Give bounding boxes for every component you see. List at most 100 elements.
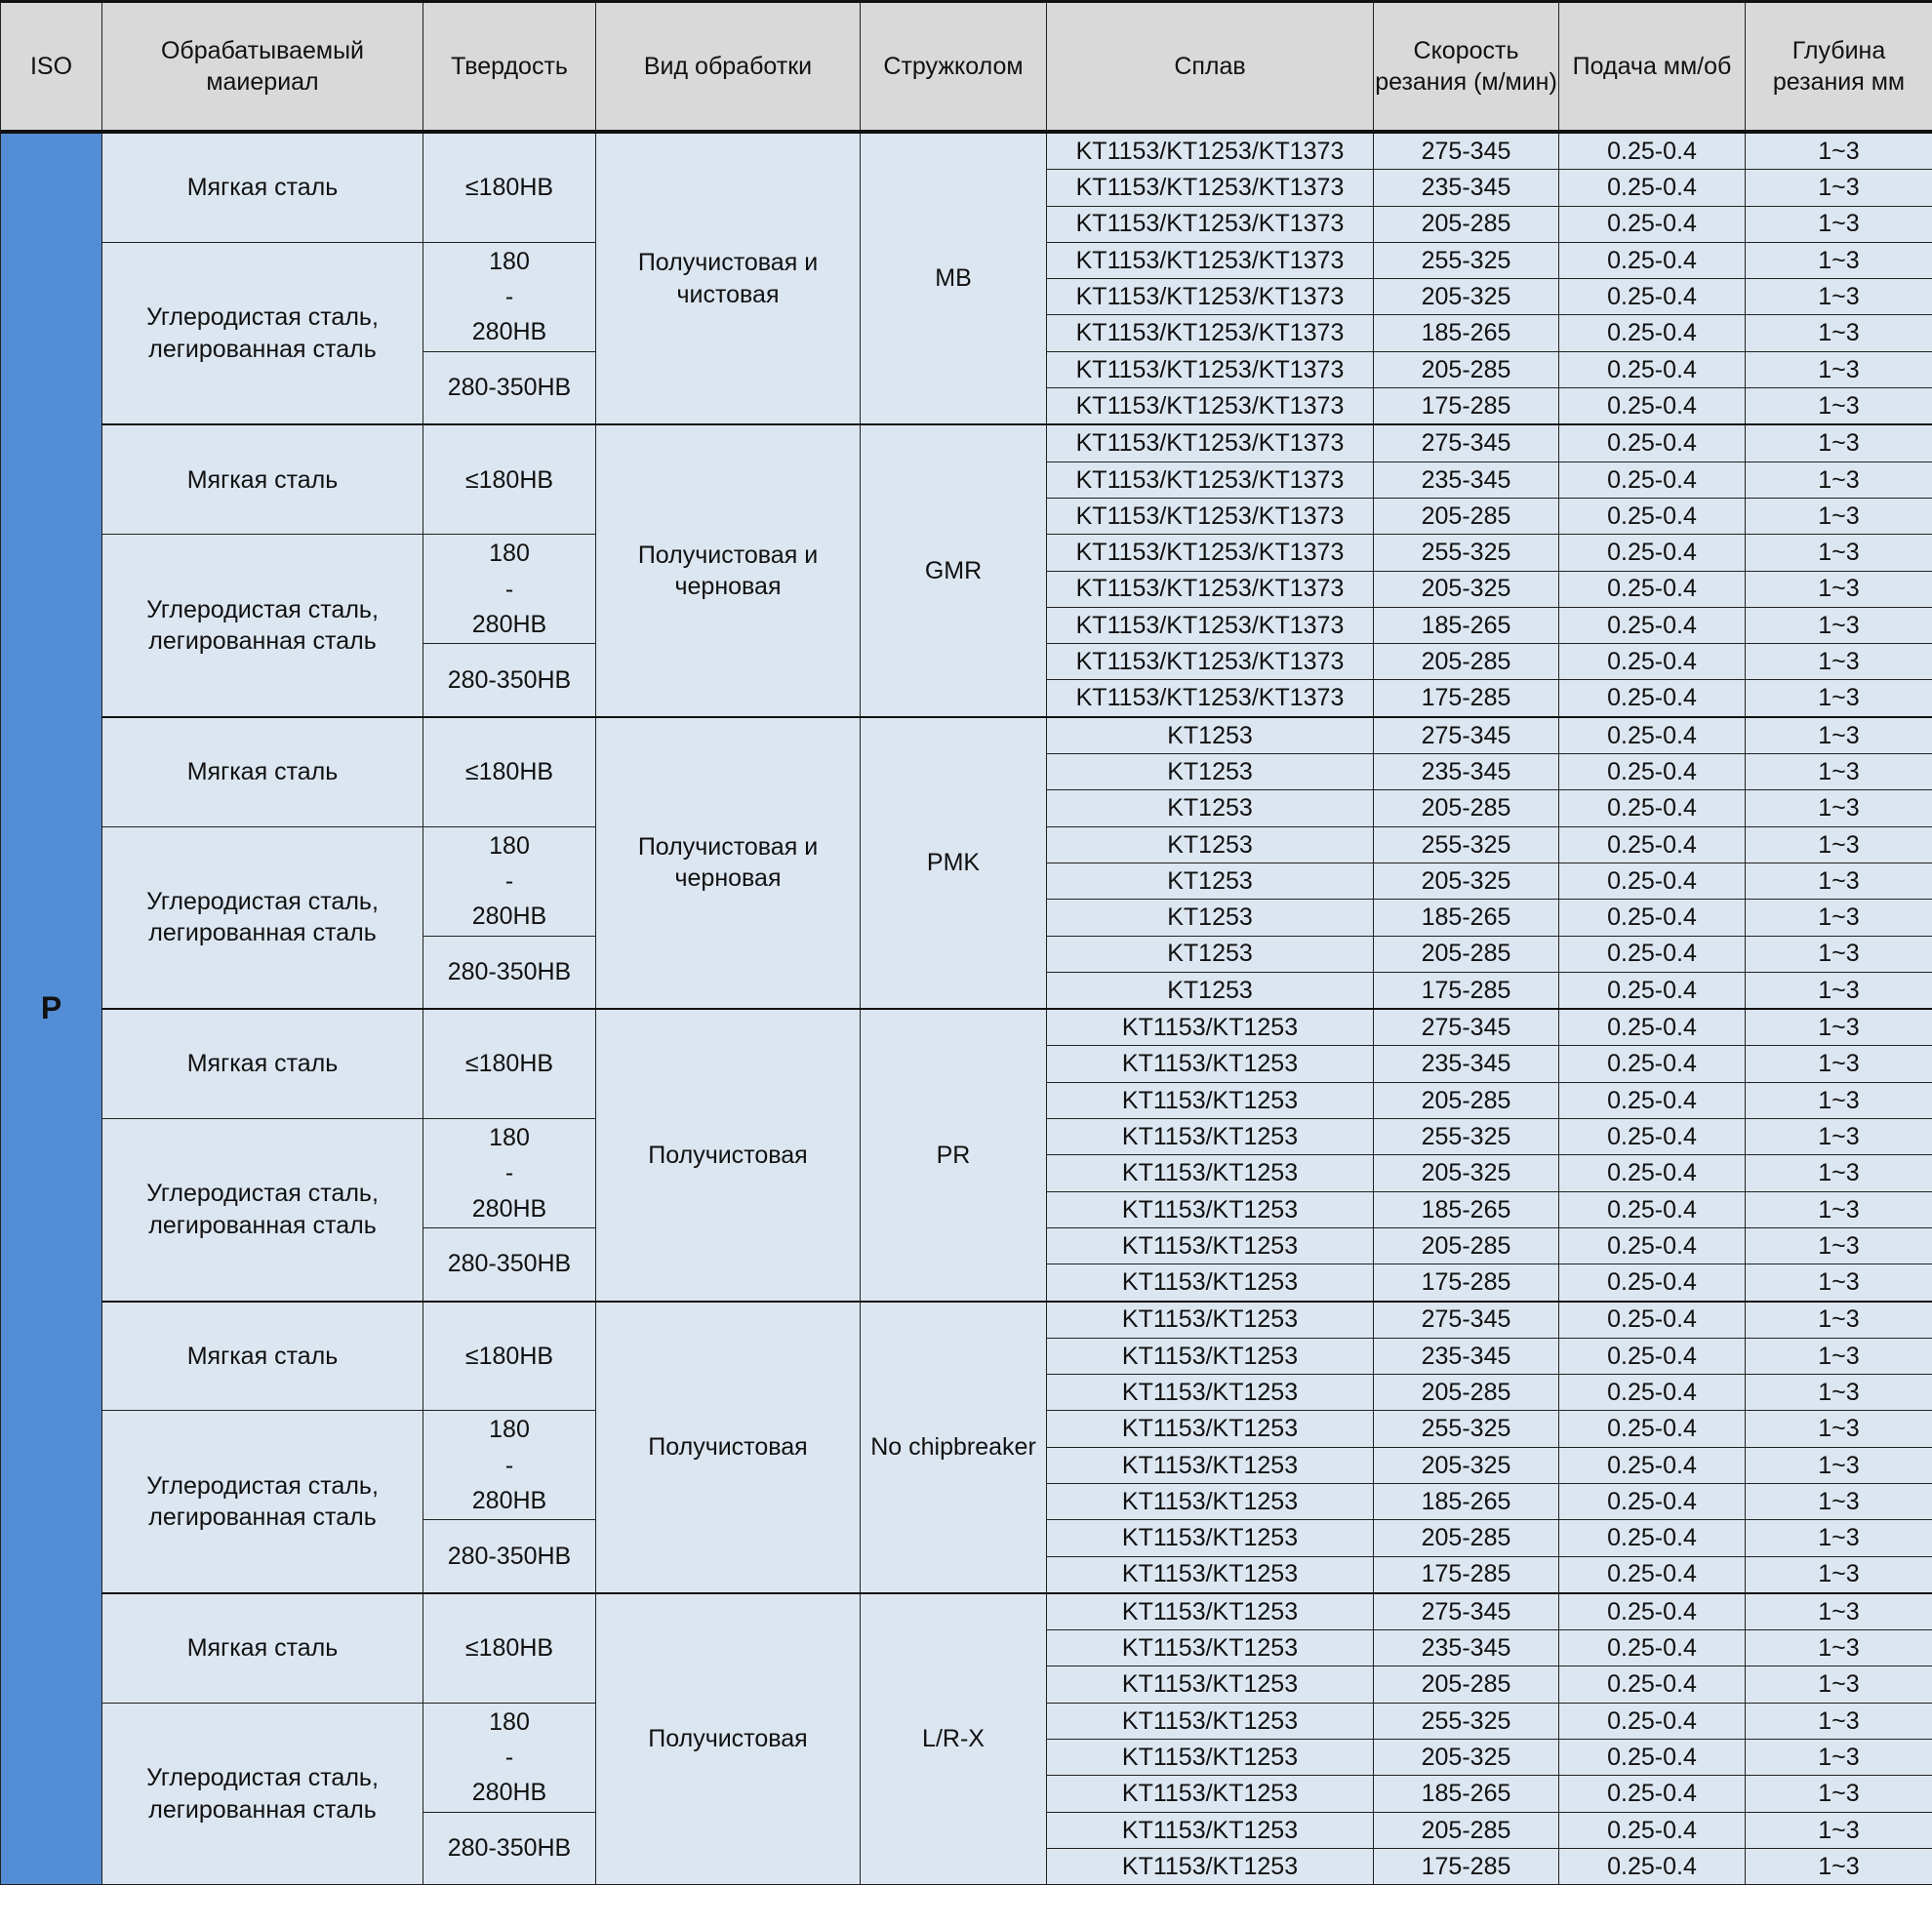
table-row: KT1153/KT1253 175-285 0.25-0.4 1~3 [1,1555,1932,1594]
depth-cell: 1~3 [1745,1008,1932,1047]
depth-cell: 1~3 [1745,1410,1932,1448]
hardness-cell: 280-350HB [423,1226,596,1303]
hardness-line: 180 [489,247,530,275]
table-body: P Мягкая сталь ≤180HB Получистовая и чистов… [0,131,1932,1886]
table-row: Углеродистая сталь, легированная сталь 18… [1,1410,1932,1594]
depth-cell: 1~3 [1745,1045,1932,1083]
feed-cell: 0.25-0.4 [1558,570,1746,608]
table-row: KT1153/KT1253/KT1373 175-285 0.25-0.4 1~3 [1,679,1932,718]
table-row: KT1153/KT1253 185-265 0.25-0.4 1~3 [1,1482,1932,1521]
speed-cell: 175-285 [1373,971,1559,1010]
hardness-line: - [504,1451,514,1479]
speed-cell: 205-285 [1373,789,1559,827]
feed-cell: 0.25-0.4 [1558,131,1746,171]
speed-cell: 255-325 [1373,534,1559,572]
speed-cell: 175-285 [1373,1264,1559,1302]
hardness-cell: 280-350HB [423,1811,596,1886]
hardness-line: 180 [489,1707,530,1736]
speed-cell: 175-285 [1373,679,1559,718]
material-cell: Углеродистая сталь, легированная сталь [101,1702,423,1886]
feed-cell: 0.25-0.4 [1558,1665,1746,1704]
speed-cell: 175-285 [1373,1847,1559,1886]
table-row: Углеродистая сталь, легированная сталь 18… [1,534,1932,718]
material-cell: Мягкая сталь [101,423,423,536]
alloy-cell: KT1253 [1046,862,1374,901]
depth-cell: 1~3 [1745,1081,1932,1120]
alloy-cell: KT1153/KT1253 [1046,1519,1374,1557]
table-row: KT1253 175-285 0.25-0.4 1~3 [1,971,1932,1010]
table-row: KT1153/KT1253 205-325 0.25-0.4 1~3 [1,1739,1932,1777]
alloy-cell: KT1153/KT1253 [1046,1264,1374,1302]
hardness-cell: ≤180HB [423,1008,596,1120]
feed-cell: 0.25-0.4 [1558,679,1746,718]
depth-cell: 1~3 [1745,606,1932,645]
speed-cell: 205-285 [1373,350,1559,389]
depth-cell: 1~3 [1745,278,1932,316]
feed-cell: 0.25-0.4 [1558,423,1746,462]
table-row: Мягкая сталь ≤180HB Получистовая и чернова… [1,715,1932,1010]
depth-cell: 1~3 [1745,1300,1932,1339]
depth-cell: 1~3 [1745,461,1932,499]
feed-cell: 0.25-0.4 [1558,753,1746,791]
feed-cell: 0.25-0.4 [1558,1591,1746,1631]
alloy-cell: KT1153/KT1253 [1046,1847,1374,1886]
feed-cell: 0.25-0.4 [1558,1555,1746,1594]
speed-cell: 205-285 [1373,205,1559,243]
depth-cell: 1~3 [1745,1665,1932,1704]
speed-cell: 175-285 [1373,1555,1559,1594]
alloy-cell: KT1153/KT1253/KT1373 [1046,570,1374,608]
alloy-cell: KT1153/KT1253/KT1373 [1046,350,1374,389]
hardness-line: 280HB [471,1194,547,1223]
feed-cell: 0.25-0.4 [1558,350,1746,389]
speed-cell: 275-345 [1373,715,1559,755]
alloy-cell: KT1153/KT1253 [1046,1410,1374,1448]
table-row: KT1153/KT1253 235-345 0.25-0.4 1~3 [1,1629,1932,1667]
alloy-cell: KT1153/KT1253/KT1373 [1046,169,1374,207]
table-row: Углеродистая сталь, легированная сталь 18… [1,825,1932,1010]
header-material: Обрабатываемый маиериал [101,0,423,134]
depth-cell: 1~3 [1745,570,1932,608]
alloy-cell: KT1153/KT1253/KT1373 [1046,278,1374,316]
hardness-cell: 180 - 280HB [423,1410,596,1521]
table-row: KT1153/KT1253 175-285 0.25-0.4 1~3 [1,1847,1932,1886]
depth-cell: 1~3 [1745,423,1932,462]
table-row: KT1153/KT1253 205-325 0.25-0.4 1~3 [1,1446,1932,1484]
alloy-cell: KT1153/KT1253/KT1373 [1046,461,1374,499]
material-cell: Мягкая сталь [101,1591,423,1704]
speed-cell: 255-325 [1373,825,1559,863]
feed-cell: 0.25-0.4 [1558,1154,1746,1192]
feed-cell: 0.25-0.4 [1558,461,1746,499]
feed-cell: 0.25-0.4 [1558,825,1746,863]
hardness-cell: ≤180HB [423,1300,596,1412]
hardness-line: - [504,575,514,603]
depth-cell: 1~3 [1745,1591,1932,1631]
depth-cell: 1~3 [1745,1811,1932,1849]
depth-cell: 1~3 [1745,1482,1932,1521]
header-row: ISO Обрабатываемый маиериал Твердость Ви… [0,0,1932,134]
table-row: KT1253 235-345 0.25-0.4 1~3 [1,753,1932,791]
feed-cell: 0.25-0.4 [1558,1337,1746,1376]
alloy-cell: KT1153/KT1253 [1046,1482,1374,1521]
speed-cell: 205-285 [1373,643,1559,681]
feed-cell: 0.25-0.4 [1558,1008,1746,1047]
feed-cell: 0.25-0.4 [1558,1118,1746,1156]
hardness-line: 280HB [471,1486,547,1514]
process-cell: Получистовая [595,1300,861,1594]
feed-cell: 0.25-0.4 [1558,935,1746,973]
table-row: KT1153/KT1253 235-345 0.25-0.4 1~3 [1,1337,1932,1376]
table-row: KT1153/KT1253/KT1373 205-285 0.25-0.4 1~3 [1,205,1932,243]
feed-cell: 0.25-0.4 [1558,1300,1746,1339]
feed-cell: 0.25-0.4 [1558,1482,1746,1521]
depth-cell: 1~3 [1745,205,1932,243]
depth-cell: 1~3 [1745,1847,1932,1886]
speed-cell: 185-265 [1373,1190,1559,1228]
speed-cell: 275-345 [1373,423,1559,462]
depth-cell: 1~3 [1745,350,1932,389]
material-cell: Мягкая сталь [101,1008,423,1120]
table-row: 280-350HB KT1153/KT1253 205-285 0.25-0.4 1~3 [1,1226,1932,1303]
table-row: Мягкая сталь ≤180HB Получистовая и чернова… [1,423,1932,718]
speed-cell: 185-265 [1373,314,1559,352]
table-row: KT1153/KT1253/KT1373 205-325 0.25-0.4 1~3 [1,570,1932,608]
depth-cell: 1~3 [1745,131,1932,171]
feed-cell: 0.25-0.4 [1558,241,1746,280]
